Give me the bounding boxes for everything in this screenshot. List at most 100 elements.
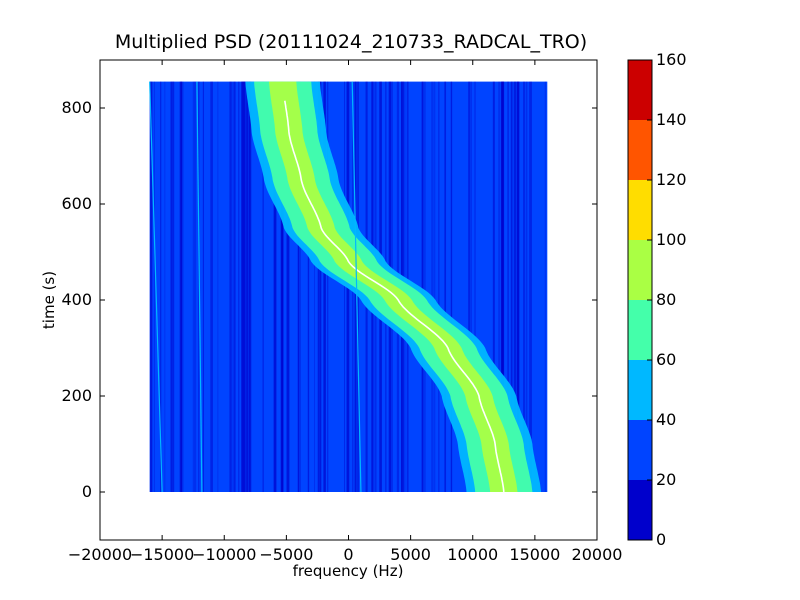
texture-stripe	[233, 81, 236, 492]
colorbar-segment	[628, 300, 652, 360]
texture-stripe	[241, 81, 244, 492]
texture-stripe	[281, 81, 284, 492]
x-tick-label: 15000	[509, 545, 560, 564]
colorbar-segment	[628, 180, 652, 240]
texture-stripe	[530, 81, 532, 492]
texture-stripe	[307, 81, 310, 492]
texture-stripe	[468, 81, 471, 492]
colorbar-tick-label: 160	[656, 50, 687, 69]
texture-stripe	[288, 81, 290, 492]
texture-stripe	[193, 81, 197, 492]
texture-stripe	[238, 81, 240, 492]
texture-stripe	[507, 81, 509, 492]
y-tick-label: 0	[82, 482, 92, 501]
texture-stripe	[502, 81, 505, 492]
y-tick-label: 600	[61, 194, 92, 213]
texture-stripe	[510, 81, 513, 492]
x-tick-label: 5000	[390, 545, 431, 564]
texture-stripe	[173, 81, 175, 492]
y-tick-label: 400	[61, 290, 92, 309]
texture-stripe	[229, 81, 232, 492]
texture-stripe	[444, 81, 447, 492]
texture-stripe	[202, 81, 204, 492]
texture-stripe	[180, 81, 184, 492]
texture-stripe	[433, 81, 436, 492]
x-tick-label: 0	[343, 545, 353, 564]
texture-stripe	[308, 81, 310, 492]
texture-stripe	[431, 81, 434, 492]
colorbar-tick-label: 20	[656, 470, 676, 489]
drift-peak-line	[284, 100, 505, 493]
chart-title: Multiplied PSD (20111024_210733_RADCAL_T…	[115, 31, 587, 53]
texture-stripe	[281, 81, 283, 492]
colorbar-tick-label: 140	[656, 110, 687, 129]
texture-stripe	[421, 81, 424, 492]
texture-stripe	[498, 81, 500, 492]
texture-stripe	[164, 81, 166, 492]
texture-stripe	[217, 81, 219, 492]
texture-stripe	[274, 81, 276, 492]
texture-stripe	[160, 81, 162, 492]
y-axis-label: time (s)	[40, 271, 58, 329]
texture-stripe	[230, 81, 233, 492]
texture-stripe	[320, 81, 322, 492]
texture-stripe	[513, 81, 517, 492]
texture-stripe	[242, 81, 246, 492]
texture-stripe	[273, 81, 277, 492]
colorbar-tick-label: 120	[656, 170, 687, 189]
carrier-line	[149, 81, 163, 493]
colorbar-segment	[628, 420, 652, 480]
texture-stripe	[438, 81, 440, 492]
texture-stripe	[314, 81, 315, 492]
colorbar-tick-label: 80	[656, 290, 676, 309]
heatmap-layer	[149, 81, 548, 493]
texture-stripe	[150, 81, 153, 492]
band-core	[269, 81, 518, 492]
texture-stripe	[523, 81, 525, 492]
carrier-line	[351, 81, 362, 493]
texture-stripe	[327, 81, 329, 492]
texture-stripe	[244, 81, 247, 492]
texture-stripe	[179, 81, 182, 492]
carrier-line	[196, 81, 203, 493]
texture-stripe	[317, 81, 320, 492]
colorbar-tick-label: 100	[656, 230, 687, 249]
colorbar-tick-label: 0	[656, 530, 666, 549]
texture-stripe	[262, 81, 264, 492]
colorbar-segment	[628, 240, 652, 300]
texture-stripe	[511, 81, 512, 492]
colorbar-tick-label: 60	[656, 350, 676, 369]
texture-stripe	[286, 81, 289, 492]
texture-stripe	[248, 81, 251, 492]
texture-stripe	[529, 81, 532, 492]
x-tick-label: −20000	[68, 545, 132, 564]
texture-stripe	[500, 81, 504, 492]
x-tick-label: 10000	[447, 545, 498, 564]
x-tick-label: −10000	[192, 545, 256, 564]
texture-stripe	[492, 81, 495, 492]
texture-stripe	[210, 81, 213, 492]
texture-stripe	[323, 81, 326, 492]
x-axis-label: frequency (Hz)	[293, 562, 404, 580]
texture-stripe	[423, 81, 426, 492]
x-tick-label: −5000	[259, 545, 313, 564]
texture-stripe	[525, 81, 528, 492]
texture-stripe	[517, 81, 520, 492]
texture-stripe	[544, 81, 546, 492]
texture-stripe	[192, 81, 194, 492]
x-tick-label: 20000	[572, 545, 623, 564]
texture-stripe	[170, 81, 173, 492]
texture-stripe	[153, 81, 156, 492]
colorbar-segment	[628, 60, 652, 120]
y-tick-label: 800	[61, 98, 92, 117]
y-axis: 0 200 400 600 800	[61, 98, 597, 501]
y-tick-label: 200	[61, 386, 92, 405]
colorbar: 0 20 40 60 80 100 120 140 160	[627, 50, 687, 549]
texture-stripe	[298, 81, 301, 492]
colorbar-segment	[628, 480, 652, 540]
texture-stripe	[474, 81, 476, 492]
texture-stripe	[149, 81, 153, 492]
colorbar-segment	[628, 120, 652, 180]
